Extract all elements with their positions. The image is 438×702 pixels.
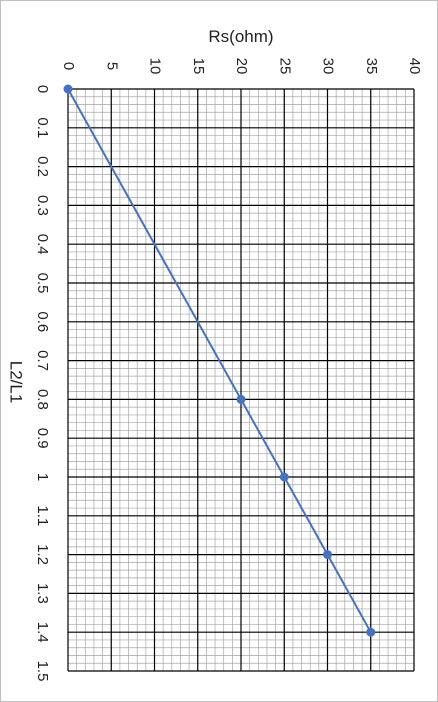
y-tick-label: 40 [406, 58, 423, 75]
x-tick-label: 0.7 [34, 350, 51, 371]
y-tick-label: 10 [147, 58, 164, 75]
x-tick-label: 0 [34, 85, 51, 93]
y-tick-label: 30 [320, 58, 337, 75]
x-tick-label: 0.6 [34, 311, 51, 332]
data-point[interactable] [236, 394, 246, 404]
data-point[interactable] [323, 550, 332, 560]
x-tick-label: 1.3 [34, 583, 51, 604]
data-point[interactable] [279, 472, 289, 482]
y-axis-title: Rs(ohm) [208, 27, 273, 46]
x-tick-label: 0.8 [34, 389, 51, 410]
y-tick-label: 0 [60, 62, 77, 70]
x-tick-label: 0.3 [34, 195, 51, 216]
x-tick-label: 0.4 [34, 234, 51, 255]
x-tick-label: 0.1 [34, 117, 51, 138]
x-tick-label: 0.2 [34, 156, 51, 177]
data-point[interactable] [366, 627, 376, 637]
x-tick-label: 1.2 [34, 544, 51, 565]
x-tick-label: 1 [34, 473, 51, 481]
y-tick-label: 20 [233, 58, 250, 75]
y-tick-label: 5 [103, 62, 120, 70]
x-tick-label: 1.5 [34, 661, 51, 682]
y-tick-label: 25 [276, 58, 293, 75]
x-axis-tick-labels: 0 0.1 0.2 0.3 0.4 0.5 0.6 0.7 0.8 0.9 1 1.1 1.2 1.3 1.… [34, 85, 51, 682]
data-point[interactable] [63, 84, 73, 94]
y-axis-tick-labels: 0 5 10 15 20 25 30 35 40 [60, 58, 423, 75]
major-gridlines [67, 88, 415, 672]
x-tick-label: 0.5 [34, 273, 51, 294]
series-layer [63, 84, 376, 637]
x-tick-label: 0.9 [34, 428, 51, 449]
y-tick-label: 35 [363, 58, 380, 75]
x-tick-label: 1.4 [34, 622, 51, 643]
y-tick-label: 15 [190, 58, 207, 75]
x-tick-label: 1.1 [34, 505, 51, 526]
x-axis-title: L2/L1 [7, 361, 26, 404]
